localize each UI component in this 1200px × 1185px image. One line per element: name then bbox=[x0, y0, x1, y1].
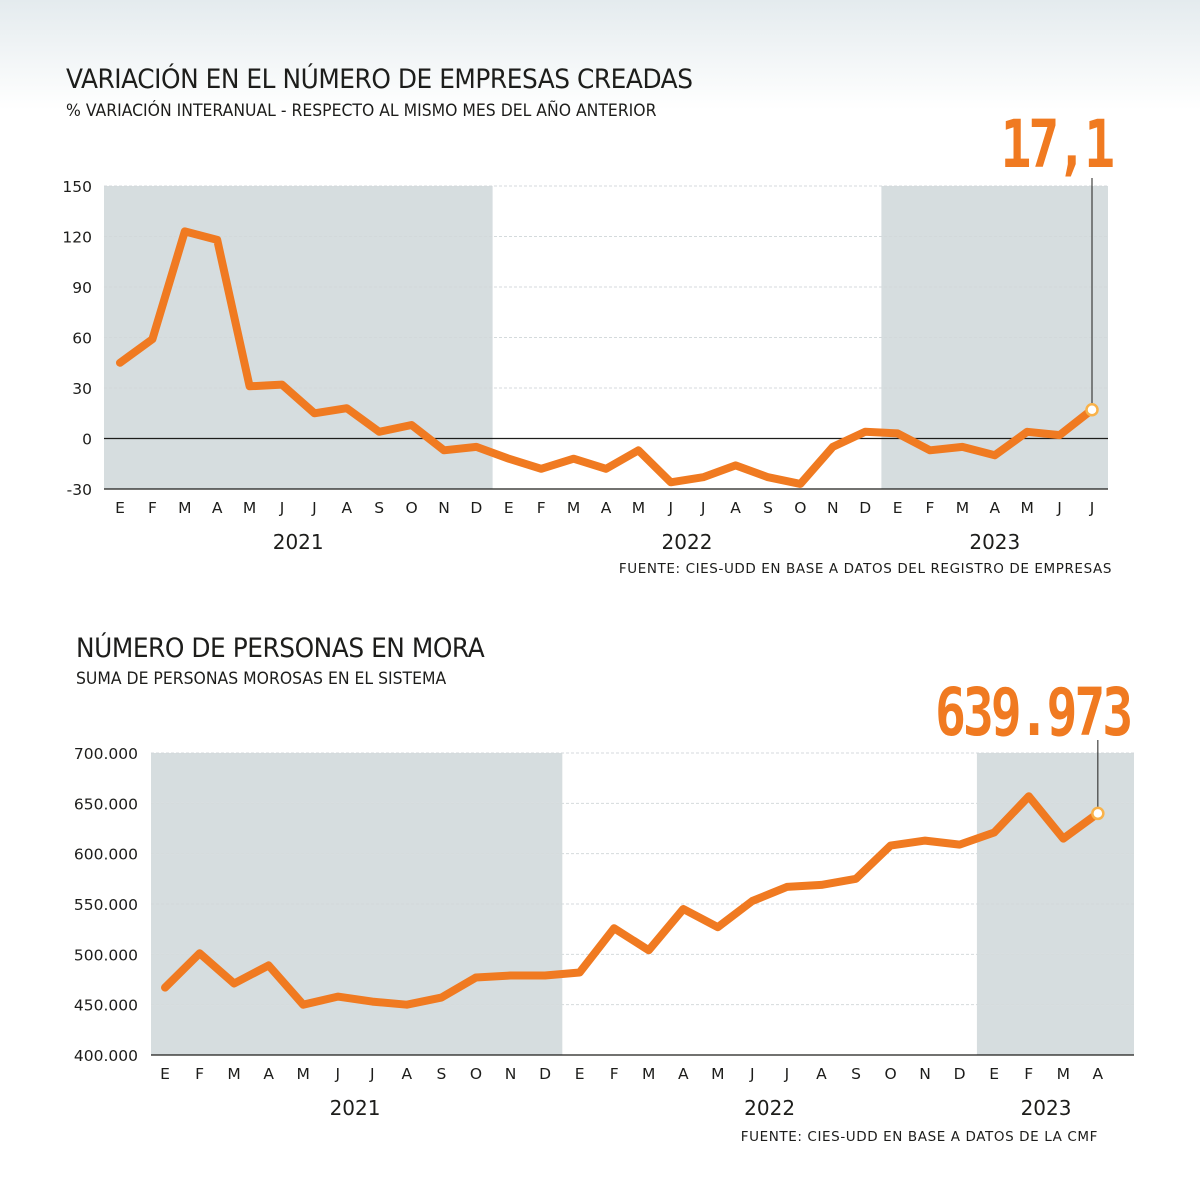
chart2-month-label: J bbox=[334, 1065, 340, 1083]
chart2-month-label: E bbox=[160, 1065, 170, 1083]
chart1-ytick-label: 30 bbox=[72, 380, 92, 398]
chart2-source: FUENTE: CIES-UDD EN BASE A DATOS DE LA C… bbox=[740, 1129, 1098, 1145]
chart2-month-label: D bbox=[539, 1065, 551, 1083]
chart2-month-label: A bbox=[263, 1065, 274, 1083]
chart2-ytick-label: 400.000 bbox=[74, 1047, 138, 1065]
chart1-month-label: S bbox=[374, 499, 384, 517]
chart1-month-label: J bbox=[700, 499, 706, 517]
chart2-highlight-value: 639.973 bbox=[934, 674, 1133, 751]
chart2-month-label: S bbox=[436, 1065, 446, 1083]
chart1-month-label: M bbox=[956, 499, 969, 517]
chart1-highlight-value: 17,1 bbox=[1000, 106, 1115, 183]
chart1-ytick-label: 0 bbox=[82, 431, 92, 449]
chart1-ytick-label: 120 bbox=[62, 229, 92, 247]
chart2-month-label: N bbox=[919, 1065, 931, 1083]
chart2-month-label: A bbox=[1093, 1065, 1104, 1083]
chart1-title: VARIACIÓN EN EL NÚMERO DE EMPRESAS CREAD… bbox=[66, 64, 693, 95]
chart2-month-label: E bbox=[575, 1065, 585, 1083]
chart2-subtitle: SUMA DE PERSONAS MOROSAS EN EL SISTEMA bbox=[76, 669, 447, 689]
chart2-month-label: A bbox=[402, 1065, 413, 1083]
chart2-month-label: F bbox=[195, 1065, 204, 1083]
chart1-month-label: A bbox=[212, 499, 223, 517]
chart2-month-label: D bbox=[954, 1065, 966, 1083]
chart1-month-label: F bbox=[537, 499, 546, 517]
chart1-month-label: J bbox=[668, 499, 674, 517]
chart1-month-label: E bbox=[115, 499, 125, 517]
chart1-month-label: F bbox=[148, 499, 157, 517]
chart1-ytick-label: -30 bbox=[67, 481, 92, 499]
chart1-year-label-2021: 2021 bbox=[273, 530, 324, 554]
chart1-ytick-label: 90 bbox=[72, 279, 92, 297]
chart1-year-label-2022: 2022 bbox=[662, 530, 713, 554]
chart1-month-label: M bbox=[178, 499, 191, 517]
chart2-highlight-point bbox=[1091, 806, 1105, 821]
chart2-month-label: J bbox=[749, 1065, 755, 1083]
chart1-month-label: D bbox=[859, 499, 871, 517]
chart1-subtitle: % VARIACIÓN INTERANUAL - RESPECTO AL MIS… bbox=[66, 101, 657, 121]
chart2-month-label: F bbox=[610, 1065, 619, 1083]
chart1-month-label: M bbox=[632, 499, 645, 517]
chart2-year-label-2023: 2023 bbox=[1021, 1096, 1072, 1120]
chart2-ytick-label: 450.000 bbox=[74, 997, 138, 1015]
header-band bbox=[0, 0, 1200, 110]
chart1-month-label: J bbox=[1056, 499, 1062, 517]
chart1-highlight-point bbox=[1085, 402, 1099, 417]
chart2-ytick-label: 650.000 bbox=[74, 795, 138, 813]
chart1-source: FUENTE: CIES-UDD EN BASE A DATOS DEL REG… bbox=[618, 561, 1112, 577]
chart1-month-label: M bbox=[1021, 499, 1034, 517]
chart1-month-label: J bbox=[1089, 499, 1095, 517]
chart2-month-label: N bbox=[505, 1065, 517, 1083]
chart1-month-label: O bbox=[405, 499, 417, 517]
chart2-title: NÚMERO DE PERSONAS EN MORA bbox=[76, 633, 485, 664]
chart2-month-label: A bbox=[678, 1065, 689, 1083]
chart2-ytick-label: 500.000 bbox=[74, 946, 138, 964]
chart2-year-label-2022: 2022 bbox=[744, 1096, 795, 1120]
chart1-ytick-label: 60 bbox=[72, 330, 92, 348]
chart2-month-label: M bbox=[642, 1065, 655, 1083]
chart1-month-label: A bbox=[601, 499, 612, 517]
chart2-month-label: M bbox=[297, 1065, 310, 1083]
chart2-ytick-label: 600.000 bbox=[74, 846, 138, 864]
chart2-year-label-2021: 2021 bbox=[330, 1096, 381, 1120]
chart1-month-label: M bbox=[243, 499, 256, 517]
chart1-ytick-label: 150 bbox=[62, 178, 92, 196]
chart1-month-label: E bbox=[504, 499, 514, 517]
chart2-month-label: O bbox=[470, 1065, 482, 1083]
chart2-ytick-label: 550.000 bbox=[74, 896, 138, 914]
chart2-month-label: M bbox=[227, 1065, 240, 1083]
chart2-month-label: J bbox=[784, 1065, 790, 1083]
chart1-plot: 150 120 90 60 30 0 -30 E F M A M J J A S O N D E F M A M J J A S O N D… bbox=[62, 178, 1108, 554]
chart1-month-label: A bbox=[341, 499, 352, 517]
chart2-month-label: M bbox=[711, 1065, 724, 1083]
chart2-band-2023 bbox=[976, 753, 1134, 1055]
chart2-series-line bbox=[161, 792, 1102, 1009]
chart2-month-label: E bbox=[989, 1065, 999, 1083]
chart1-series-line bbox=[116, 227, 1096, 488]
chart1-month-label: J bbox=[279, 499, 285, 517]
chart1-month-label: N bbox=[438, 499, 450, 517]
chart2-month-label: O bbox=[884, 1065, 896, 1083]
chart1-month-label: F bbox=[926, 499, 935, 517]
chart1-month-label: D bbox=[470, 499, 482, 517]
chart1-month-label: E bbox=[893, 499, 903, 517]
chart1-month-label: J bbox=[311, 499, 317, 517]
chart2-month-label: M bbox=[1057, 1065, 1070, 1083]
chart1-month-label: M bbox=[567, 499, 580, 517]
chart1-month-label: A bbox=[730, 499, 741, 517]
chart2-month-label: J bbox=[369, 1065, 375, 1083]
chart1-month-label: O bbox=[794, 499, 806, 517]
chart1-year-label-2023: 2023 bbox=[969, 530, 1020, 554]
chart2-ytick-label: 700.000 bbox=[74, 745, 138, 763]
chart1-month-label: A bbox=[989, 499, 1000, 517]
chart2-month-label: A bbox=[816, 1065, 827, 1083]
chart2-month-label: F bbox=[1024, 1065, 1033, 1083]
chart1-month-label: S bbox=[763, 499, 773, 517]
chart2-month-label: S bbox=[851, 1065, 861, 1083]
chart1-month-label: N bbox=[827, 499, 839, 517]
